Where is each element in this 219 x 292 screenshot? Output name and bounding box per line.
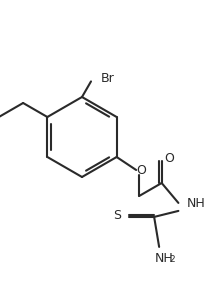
Text: 2: 2 [169,255,175,264]
Text: Br: Br [101,72,115,85]
Text: NH: NH [186,197,205,211]
Text: O: O [165,152,175,164]
Text: S: S [113,209,121,223]
Text: O: O [136,164,146,176]
Text: NH: NH [155,252,174,265]
